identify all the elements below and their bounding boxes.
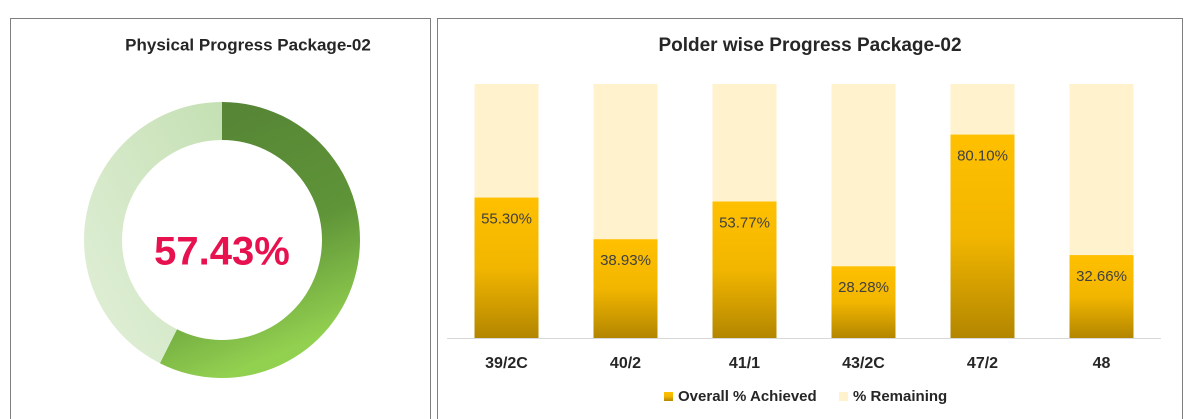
- legend-label: Overall % Achieved: [678, 388, 817, 405]
- donut-title: Physical Progress Package-02: [125, 35, 371, 54]
- bar-title: Polder wise Progress Package-02: [658, 35, 961, 56]
- bar-segment: [950, 134, 1015, 338]
- data-label: 32.66%: [1076, 268, 1127, 285]
- data-label: 38.93%: [600, 252, 651, 269]
- donut-slice: [84, 102, 222, 364]
- bar-segment: [831, 84, 896, 267]
- x-tick-label: 41/1: [729, 355, 760, 372]
- bar-segment: [712, 201, 777, 338]
- donut-slice: [159, 102, 360, 379]
- data-label: 55.30%: [481, 211, 532, 228]
- bar-segment: [831, 266, 896, 338]
- bar-segment: [593, 84, 658, 240]
- bar-segment: [1069, 255, 1134, 338]
- bar-segment: [593, 239, 658, 338]
- donut-center-label: 57.43%: [154, 230, 290, 274]
- right-panel: [437, 18, 1183, 419]
- legend-swatch: [664, 392, 673, 401]
- x-tick-label: 43/2C: [842, 355, 885, 372]
- x-tick-label: 47/2: [967, 355, 998, 372]
- legend-label: % Remaining: [853, 388, 947, 405]
- bar-segment: [474, 197, 539, 338]
- bar-segment: [950, 84, 1015, 135]
- bar-segment: [474, 84, 539, 198]
- data-label: 80.10%: [957, 148, 1008, 165]
- data-label: 53.77%: [719, 214, 770, 231]
- bar-segment: [1069, 84, 1134, 256]
- x-tick-label: 39/2C: [485, 355, 528, 372]
- x-tick-label: 48: [1093, 355, 1111, 372]
- x-tick-label: 40/2: [610, 355, 641, 372]
- bar-segment: [712, 84, 777, 202]
- legend-swatch: [839, 392, 848, 401]
- data-label: 28.28%: [838, 279, 889, 296]
